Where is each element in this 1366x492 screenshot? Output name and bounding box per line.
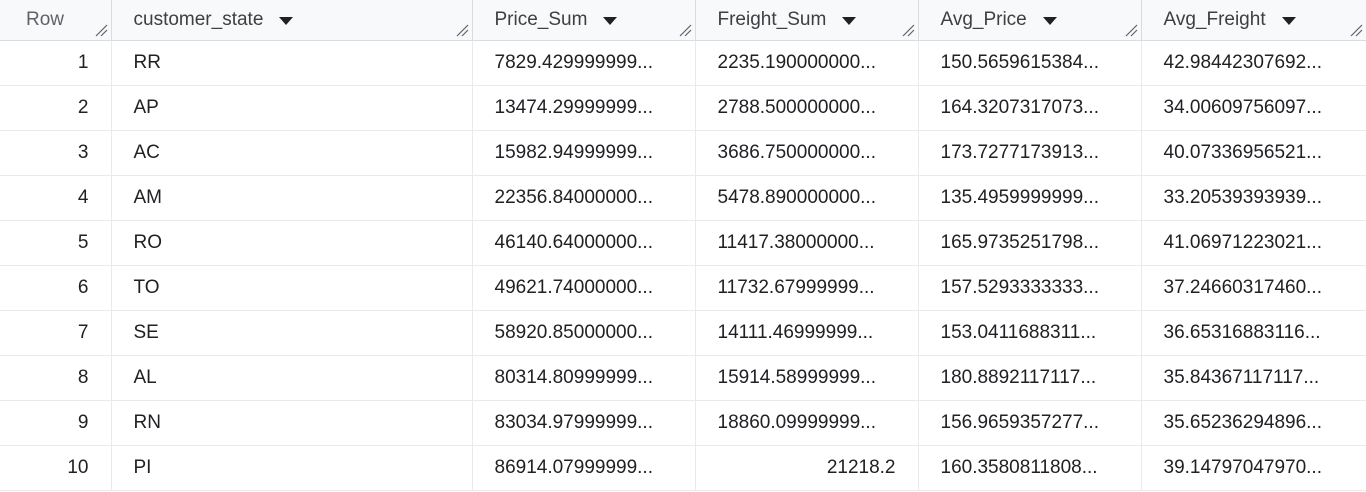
chevron-down-icon[interactable] xyxy=(1281,16,1296,25)
chevron-down-icon[interactable] xyxy=(603,16,618,25)
cell-avg-price[interactable]: 156.9659357277... xyxy=(918,400,1142,446)
cell-avg-price[interactable]: 164.3207317073... xyxy=(918,85,1142,131)
row-number: 4 xyxy=(0,175,112,221)
column-header-row: Row xyxy=(0,0,112,41)
cell-price-sum[interactable]: 22356.84000000... xyxy=(472,175,696,221)
cell-customer-state[interactable]: AP xyxy=(111,85,473,131)
resize-handle-icon[interactable] xyxy=(1349,23,1363,37)
column-header-label: Price_Sum xyxy=(494,9,588,30)
table-row: 1 RR 7829.429999999... 2235.190000000...… xyxy=(0,40,1366,86)
chevron-down-icon[interactable] xyxy=(279,16,294,25)
cell-freight-sum[interactable]: 15914.58999999... xyxy=(695,355,919,401)
header-row: Row customer_state xyxy=(0,0,1366,41)
table-row: 10 PI 86914.07999999... 21218.2 160.3580… xyxy=(0,445,1366,491)
cell-avg-freight[interactable]: 41.06971223021... xyxy=(1141,220,1366,266)
row-number: 9 xyxy=(0,400,112,446)
table-body: 1 RR 7829.429999999... 2235.190000000...… xyxy=(0,40,1366,491)
cell-customer-state[interactable]: TO xyxy=(111,265,473,311)
cell-avg-freight[interactable]: 40.07336956521... xyxy=(1141,130,1366,176)
column-header-avg-freight[interactable]: Avg_Freight xyxy=(1141,0,1366,41)
cell-customer-state[interactable]: AM xyxy=(111,175,473,221)
cell-freight-sum[interactable]: 3686.750000000... xyxy=(695,130,919,176)
cell-avg-freight[interactable]: 35.65236294896... xyxy=(1141,400,1366,446)
chevron-down-icon[interactable] xyxy=(842,16,857,25)
cell-freight-sum[interactable]: 11417.38000000... xyxy=(695,220,919,266)
resize-handle-icon[interactable] xyxy=(1124,23,1138,37)
cell-price-sum[interactable]: 7829.429999999... xyxy=(472,40,696,86)
table-row: 4 AM 22356.84000000... 5478.890000000...… xyxy=(0,175,1366,221)
cell-customer-state[interactable]: RO xyxy=(111,220,473,266)
cell-customer-state[interactable]: PI xyxy=(111,445,473,491)
cell-avg-price[interactable]: 135.4959999999... xyxy=(918,175,1142,221)
resize-handle-icon[interactable] xyxy=(678,23,692,37)
table-row: 7 SE 58920.85000000... 14111.46999999...… xyxy=(0,310,1366,356)
cell-customer-state[interactable]: RR xyxy=(111,40,473,86)
cell-customer-state[interactable]: SE xyxy=(111,310,473,356)
row-number: 8 xyxy=(0,355,112,401)
column-header-freight-sum[interactable]: Freight_Sum xyxy=(695,0,919,41)
cell-price-sum[interactable]: 58920.85000000... xyxy=(472,310,696,356)
table-row: 6 TO 49621.74000000... 11732.67999999...… xyxy=(0,265,1366,311)
cell-avg-freight[interactable]: 35.84367117117... xyxy=(1141,355,1366,401)
cell-freight-sum[interactable]: 21218.2 xyxy=(695,445,919,491)
column-header-customer-state[interactable]: customer_state xyxy=(111,0,473,41)
cell-freight-sum[interactable]: 5478.890000000... xyxy=(695,175,919,221)
cell-price-sum[interactable]: 13474.29999999... xyxy=(472,85,696,131)
cell-avg-price[interactable]: 160.3580811808... xyxy=(918,445,1142,491)
table-row: 9 RN 83034.97999999... 18860.09999999...… xyxy=(0,400,1366,446)
cell-freight-sum[interactable]: 18860.09999999... xyxy=(695,400,919,446)
row-number: 6 xyxy=(0,265,112,311)
row-number: 2 xyxy=(0,85,112,131)
row-number: 1 xyxy=(0,40,112,86)
resize-handle-icon[interactable] xyxy=(94,23,108,37)
table-row: 5 RO 46140.64000000... 11417.38000000...… xyxy=(0,220,1366,266)
chevron-down-icon[interactable] xyxy=(1042,16,1057,25)
column-header-label: Avg_Price xyxy=(940,9,1027,30)
cell-price-sum[interactable]: 80314.80999999... xyxy=(472,355,696,401)
row-number: 10 xyxy=(0,445,112,491)
cell-avg-price[interactable]: 153.0411688311... xyxy=(918,310,1142,356)
row-number: 7 xyxy=(0,310,112,356)
cell-freight-sum[interactable]: 2788.500000000... xyxy=(695,85,919,131)
row-number: 3 xyxy=(0,130,112,176)
column-header-label: Row xyxy=(26,9,65,30)
cell-avg-freight[interactable]: 39.14797047970... xyxy=(1141,445,1366,491)
column-header-label: Freight_Sum xyxy=(717,9,827,30)
resize-handle-icon[interactable] xyxy=(901,23,915,37)
column-header-label: customer_state xyxy=(133,9,264,30)
cell-avg-price[interactable]: 150.5659615384... xyxy=(918,40,1142,86)
cell-avg-freight[interactable]: 34.00609756097... xyxy=(1141,85,1366,131)
cell-avg-price[interactable]: 157.5293333333... xyxy=(918,265,1142,311)
cell-freight-sum[interactable]: 11732.67999999... xyxy=(695,265,919,311)
table-row: 3 AC 15982.94999999... 3686.750000000...… xyxy=(0,130,1366,176)
resize-handle-icon[interactable] xyxy=(455,23,469,37)
cell-avg-price[interactable]: 180.8892117117... xyxy=(918,355,1142,401)
cell-avg-price[interactable]: 173.7277173913... xyxy=(918,130,1142,176)
cell-avg-freight[interactable]: 37.24660317460... xyxy=(1141,265,1366,311)
column-header-avg-price[interactable]: Avg_Price xyxy=(918,0,1142,41)
cell-avg-freight[interactable]: 33.20539393939... xyxy=(1141,175,1366,221)
cell-customer-state[interactable]: AC xyxy=(111,130,473,176)
table-row: 2 AP 13474.29999999... 2788.500000000...… xyxy=(0,85,1366,131)
cell-avg-price[interactable]: 165.9735251798... xyxy=(918,220,1142,266)
cell-customer-state[interactable]: AL xyxy=(111,355,473,401)
cell-price-sum[interactable]: 15982.94999999... xyxy=(472,130,696,176)
cell-freight-sum[interactable]: 2235.190000000... xyxy=(695,40,919,86)
cell-price-sum[interactable]: 49621.74000000... xyxy=(472,265,696,311)
table-header: Row customer_state xyxy=(0,0,1366,41)
table-row: 8 AL 80314.80999999... 15914.58999999...… xyxy=(0,355,1366,401)
row-number: 5 xyxy=(0,220,112,266)
column-header-price-sum[interactable]: Price_Sum xyxy=(472,0,696,41)
cell-price-sum[interactable]: 46140.64000000... xyxy=(472,220,696,266)
column-header-label: Avg_Freight xyxy=(1163,9,1266,30)
cell-avg-freight[interactable]: 36.65316883116... xyxy=(1141,310,1366,356)
cell-customer-state[interactable]: RN xyxy=(111,400,473,446)
cell-price-sum[interactable]: 86914.07999999... xyxy=(472,445,696,491)
cell-freight-sum[interactable]: 14111.46999999... xyxy=(695,310,919,356)
cell-avg-freight[interactable]: 42.98442307692... xyxy=(1141,40,1366,86)
cell-price-sum[interactable]: 83034.97999999... xyxy=(472,400,696,446)
